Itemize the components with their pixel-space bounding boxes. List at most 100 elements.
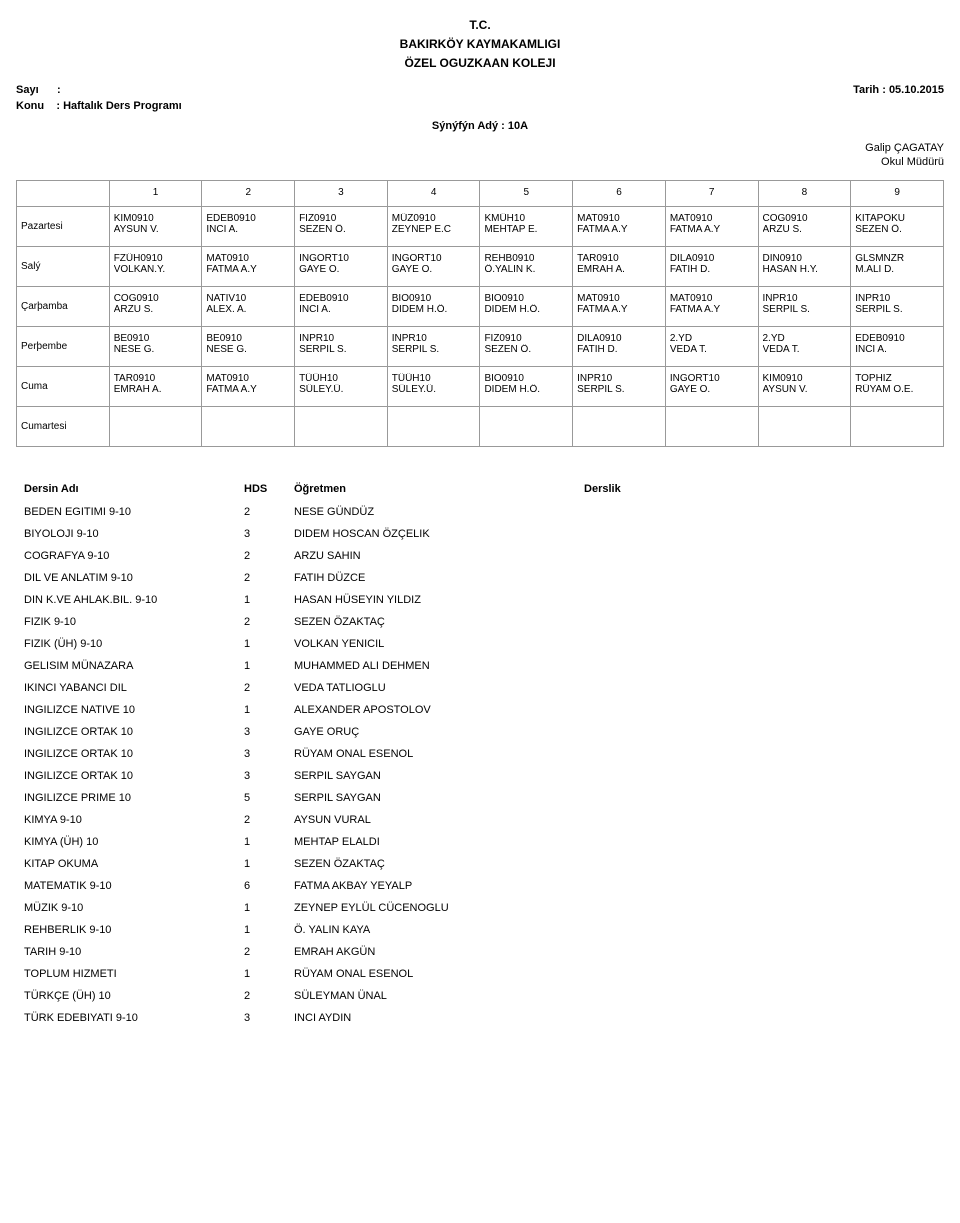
course-row: INGILIZCE ORTAK 103SERPIL SAYGAN	[16, 765, 666, 787]
course-row: GELISIM MÜNAZARA1MUHAMMED ALI DEHMEN	[16, 655, 666, 677]
header-line-1: T.C.	[16, 16, 944, 35]
schedule-cell: MAT0910FATMA A.Y	[202, 366, 295, 406]
course-code: INGORT10	[299, 253, 383, 264]
course-row: TÜRKÇE (ÜH) 102SÜLEYMAN ÜNAL	[16, 985, 666, 1007]
schedule-cell: INPR10SERPIL S.	[387, 326, 480, 366]
course-teacher: VOLKAN YENICIL	[286, 633, 576, 655]
tarih-value: 05.10.2015	[889, 84, 944, 96]
course-code: MAT0910	[577, 293, 661, 304]
course-teacher: ARZU SAHIN	[286, 545, 576, 567]
course-hds: 3	[236, 765, 286, 787]
course-teacher: RÜYAM ONAL ESENOL	[286, 743, 576, 765]
schedule-row: Cumartesi	[17, 406, 944, 446]
schedule-cell: COG0910ARZU S.	[109, 286, 202, 326]
course-row: DIL VE ANLATIM 9-102FATIH DÜZCE	[16, 567, 666, 589]
course-teacher: HASAN HÜSEYIN YILDIZ	[286, 589, 576, 611]
course-row: FIZIK 9-102SEZEN ÖZAKTAÇ	[16, 611, 666, 633]
course-name: INGILIZCE ORTAK 10	[16, 765, 236, 787]
course-room	[576, 1007, 666, 1029]
course-name: DIL VE ANLATIM 9-10	[16, 567, 236, 589]
period-header: 9	[851, 180, 944, 206]
col-teacher: Öğretmen	[286, 477, 576, 501]
header-line-3: ÖZEL OGUZKAAN KOLEJI	[16, 54, 944, 73]
course-teacher: SEZEN ÖZAKTAÇ	[286, 611, 576, 633]
course-hds: 2	[236, 677, 286, 699]
teacher-short: SERPIL S.	[299, 344, 383, 355]
course-room	[576, 501, 666, 523]
teacher-short: SERPIL S.	[577, 384, 661, 395]
course-row: INGILIZCE ORTAK 103GAYE ORUÇ	[16, 721, 666, 743]
schedule-cell: INPR10SERPIL S.	[573, 366, 666, 406]
course-hds: 3	[236, 743, 286, 765]
course-teacher: SÜLEYMAN ÜNAL	[286, 985, 576, 1007]
course-teacher: SERPIL SAYGAN	[286, 787, 576, 809]
course-row: TARIH 9-102EMRAH AKGÜN	[16, 941, 666, 963]
teacher-short: ALEX. A.	[206, 304, 290, 315]
course-name: GELISIM MÜNAZARA	[16, 655, 236, 677]
course-teacher: ALEXANDER APOSTOLOV	[286, 699, 576, 721]
course-row: IKINCI YABANCI DIL2VEDA TATLIOGLU	[16, 677, 666, 699]
course-code: BIO0910	[484, 373, 568, 384]
schedule-cell: MÜZ0910ZEYNEP E.C	[387, 206, 480, 246]
teacher-short: SEZEN Ö.	[299, 224, 383, 235]
meta-row-sayi: Sayı : Tarih : 05.10.2015	[16, 84, 944, 96]
course-room	[576, 721, 666, 743]
teacher-short: FATIH D.	[670, 264, 754, 275]
course-hds: 1	[236, 853, 286, 875]
course-room	[576, 853, 666, 875]
teacher-short: Ö.YALIN K.	[484, 264, 568, 275]
teacher-short: SERPIL S.	[392, 344, 476, 355]
schedule-cell	[295, 406, 388, 446]
course-name: TOPLUM HIZMETI	[16, 963, 236, 985]
course-row: BEDEN EGITIMI 9-102NESE GÜNDÜZ	[16, 501, 666, 523]
principal-name: Galip ÇAGATAY	[16, 142, 944, 154]
day-name: Çarþamba	[17, 286, 110, 326]
teacher-short: SÜLEY.Ü.	[392, 384, 476, 395]
teacher-short: EMRAH A.	[114, 384, 198, 395]
teacher-short: SEZEN Ö.	[855, 224, 939, 235]
course-hds: 3	[236, 523, 286, 545]
course-name: TARIH 9-10	[16, 941, 236, 963]
course-hds: 2	[236, 567, 286, 589]
course-hds: 2	[236, 545, 286, 567]
course-hds: 6	[236, 875, 286, 897]
schedule-cell: COG0910ARZU S.	[758, 206, 851, 246]
course-room	[576, 699, 666, 721]
course-code: TAR0910	[577, 253, 661, 264]
course-row: TOPLUM HIZMETI1RÜYAM ONAL ESENOL	[16, 963, 666, 985]
schedule-cell: 2.YDVEDA T.	[665, 326, 758, 366]
schedule-cell: BE0910NESE G.	[202, 326, 295, 366]
course-room	[576, 765, 666, 787]
konu-label: Konu	[16, 100, 44, 112]
signature-block: Galip ÇAGATAY Okul Müdürü	[16, 142, 944, 168]
teacher-short: NESE G.	[206, 344, 290, 355]
schedule-cell: MAT0910FATMA A.Y	[202, 246, 295, 286]
course-code: DILA0910	[670, 253, 754, 264]
schedule-cell: REHB0910Ö.YALIN K.	[480, 246, 573, 286]
teacher-short: FATIH D.	[577, 344, 661, 355]
col-room: Derslik	[576, 477, 666, 501]
course-teacher: INCI AYDIN	[286, 1007, 576, 1029]
course-teacher: MEHTAP ELALDI	[286, 831, 576, 853]
schedule-cell: KMÜH10MEHTAP E.	[480, 206, 573, 246]
schedule-cell: DIN0910HASAN H.Y.	[758, 246, 851, 286]
teacher-short: VOLKAN.Y.	[114, 264, 198, 275]
course-code: COG0910	[763, 213, 847, 224]
course-code: MAT0910	[206, 373, 290, 384]
course-code: INPR10	[392, 333, 476, 344]
course-row: INGILIZCE NATIVE 101ALEXANDER APOSTOLOV	[16, 699, 666, 721]
course-teacher: AYSUN VURAL	[286, 809, 576, 831]
course-name: INGILIZCE NATIVE 10	[16, 699, 236, 721]
course-teacher: GAYE ORUÇ	[286, 721, 576, 743]
course-code: TÜÜH10	[392, 373, 476, 384]
course-teacher: SERPIL SAYGAN	[286, 765, 576, 787]
schedule-cell	[758, 406, 851, 446]
course-name: BEDEN EGITIMI 9-10	[16, 501, 236, 523]
course-name: KIMYA 9-10	[16, 809, 236, 831]
course-name: COGRAFYA 9-10	[16, 545, 236, 567]
teacher-short: SÜLEY.Ü.	[299, 384, 383, 395]
header-line-2: BAKIRKÖY KAYMAKAMLIGI	[16, 35, 944, 54]
course-teacher: EMRAH AKGÜN	[286, 941, 576, 963]
teacher-short: FATMA A.Y	[670, 304, 754, 315]
course-hds: 3	[236, 1007, 286, 1029]
